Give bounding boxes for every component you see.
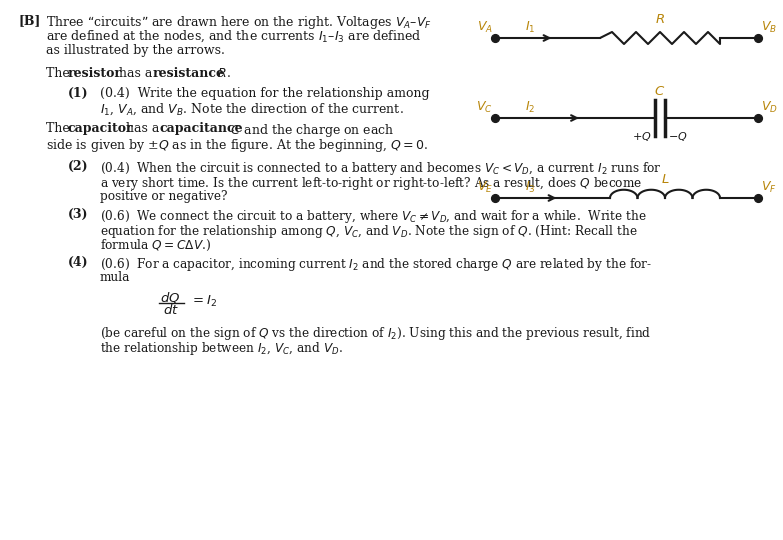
Text: The: The bbox=[46, 67, 74, 80]
Text: $dQ$: $dQ$ bbox=[160, 290, 180, 305]
Text: side is given by ±$Q$ as in the figure. At the beginning, $Q = 0$.: side is given by ±$Q$ as in the figure. … bbox=[46, 137, 428, 154]
Text: are defined at the nodes, and the currents $I_1$–$I_3$ are defined: are defined at the nodes, and the curren… bbox=[46, 29, 422, 44]
Text: The: The bbox=[46, 122, 74, 135]
Text: (3): (3) bbox=[68, 208, 88, 221]
Text: positive or negative?: positive or negative? bbox=[100, 190, 228, 203]
Text: $V_B$: $V_B$ bbox=[761, 20, 777, 35]
Text: equation for the relationship among $Q$, $V_C$, and $V_D$. Note the sign of $Q$.: equation for the relationship among $Q$,… bbox=[100, 223, 637, 240]
Text: $V_F$: $V_F$ bbox=[761, 180, 777, 195]
Text: (2): (2) bbox=[68, 160, 88, 173]
Text: $L$: $L$ bbox=[661, 173, 669, 186]
Text: [B]: [B] bbox=[18, 14, 41, 27]
Text: resistance: resistance bbox=[153, 67, 225, 80]
Text: $I_2$: $I_2$ bbox=[525, 100, 536, 115]
Text: has a: has a bbox=[115, 67, 157, 80]
Text: capacitance: capacitance bbox=[160, 122, 244, 135]
Text: mula: mula bbox=[100, 271, 131, 284]
Text: Three “circuits” are drawn here on the right. Voltages $V_A$–$V_F$: Three “circuits” are drawn here on the r… bbox=[46, 14, 432, 31]
Text: capacitor: capacitor bbox=[68, 122, 134, 135]
Text: the relationship between $I_2$, $V_C$, and $V_D$.: the relationship between $I_2$, $V_C$, a… bbox=[100, 340, 343, 357]
Text: (0.4)  Write the equation for the relationship among: (0.4) Write the equation for the relatio… bbox=[100, 87, 430, 100]
Text: $I_3$: $I_3$ bbox=[525, 180, 536, 195]
Text: $C$ and the charge on each: $C$ and the charge on each bbox=[227, 122, 395, 139]
Text: has a: has a bbox=[122, 122, 164, 135]
Text: $V_C$: $V_C$ bbox=[476, 100, 493, 115]
Text: (0.4)  When the circuit is connected to a battery and becomes $V_C < V_D$, a cur: (0.4) When the circuit is connected to a… bbox=[100, 160, 662, 177]
Text: $I_1$, $V_A$, and $V_B$. Note the direction of the current.: $I_1$, $V_A$, and $V_B$. Note the direct… bbox=[100, 102, 404, 118]
Text: $R$.: $R$. bbox=[214, 67, 232, 80]
Text: as illustrated by the arrows.: as illustrated by the arrows. bbox=[46, 44, 225, 57]
Text: +$Q$: +$Q$ bbox=[633, 130, 652, 143]
Text: $= I_2$: $= I_2$ bbox=[190, 294, 217, 309]
Text: $dt$: $dt$ bbox=[163, 303, 179, 317]
Text: $C$: $C$ bbox=[655, 85, 666, 98]
Text: $V_A$: $V_A$ bbox=[477, 20, 493, 35]
Text: (0.6)  We connect the circuit to a battery, where $V_C \neq V_D$, and wait for a: (0.6) We connect the circuit to a batter… bbox=[100, 208, 647, 225]
Text: a very short time. Is the current left-to-right or right-to-left? As a result, d: a very short time. Is the current left-t… bbox=[100, 175, 642, 192]
Text: (4): (4) bbox=[68, 256, 88, 269]
Text: (be careful on the sign of $Q$ vs the direction of $I_2$). Using this and the pr: (be careful on the sign of $Q$ vs the di… bbox=[100, 325, 651, 342]
Text: formula $Q = CΔV$.): formula $Q = CΔV$.) bbox=[100, 238, 211, 253]
Text: $V_D$: $V_D$ bbox=[761, 100, 778, 115]
Text: (1): (1) bbox=[68, 87, 88, 100]
Text: resistor: resistor bbox=[68, 67, 122, 80]
Text: $-Q$: $-Q$ bbox=[668, 130, 687, 143]
Text: $R$: $R$ bbox=[655, 13, 665, 26]
Text: $V_E$: $V_E$ bbox=[477, 180, 493, 195]
Text: (0.6)  For a capacitor, incoming current $I_2$ and the stored charge $Q$ are rel: (0.6) For a capacitor, incoming current … bbox=[100, 256, 652, 273]
Text: $I_1$: $I_1$ bbox=[525, 20, 536, 35]
